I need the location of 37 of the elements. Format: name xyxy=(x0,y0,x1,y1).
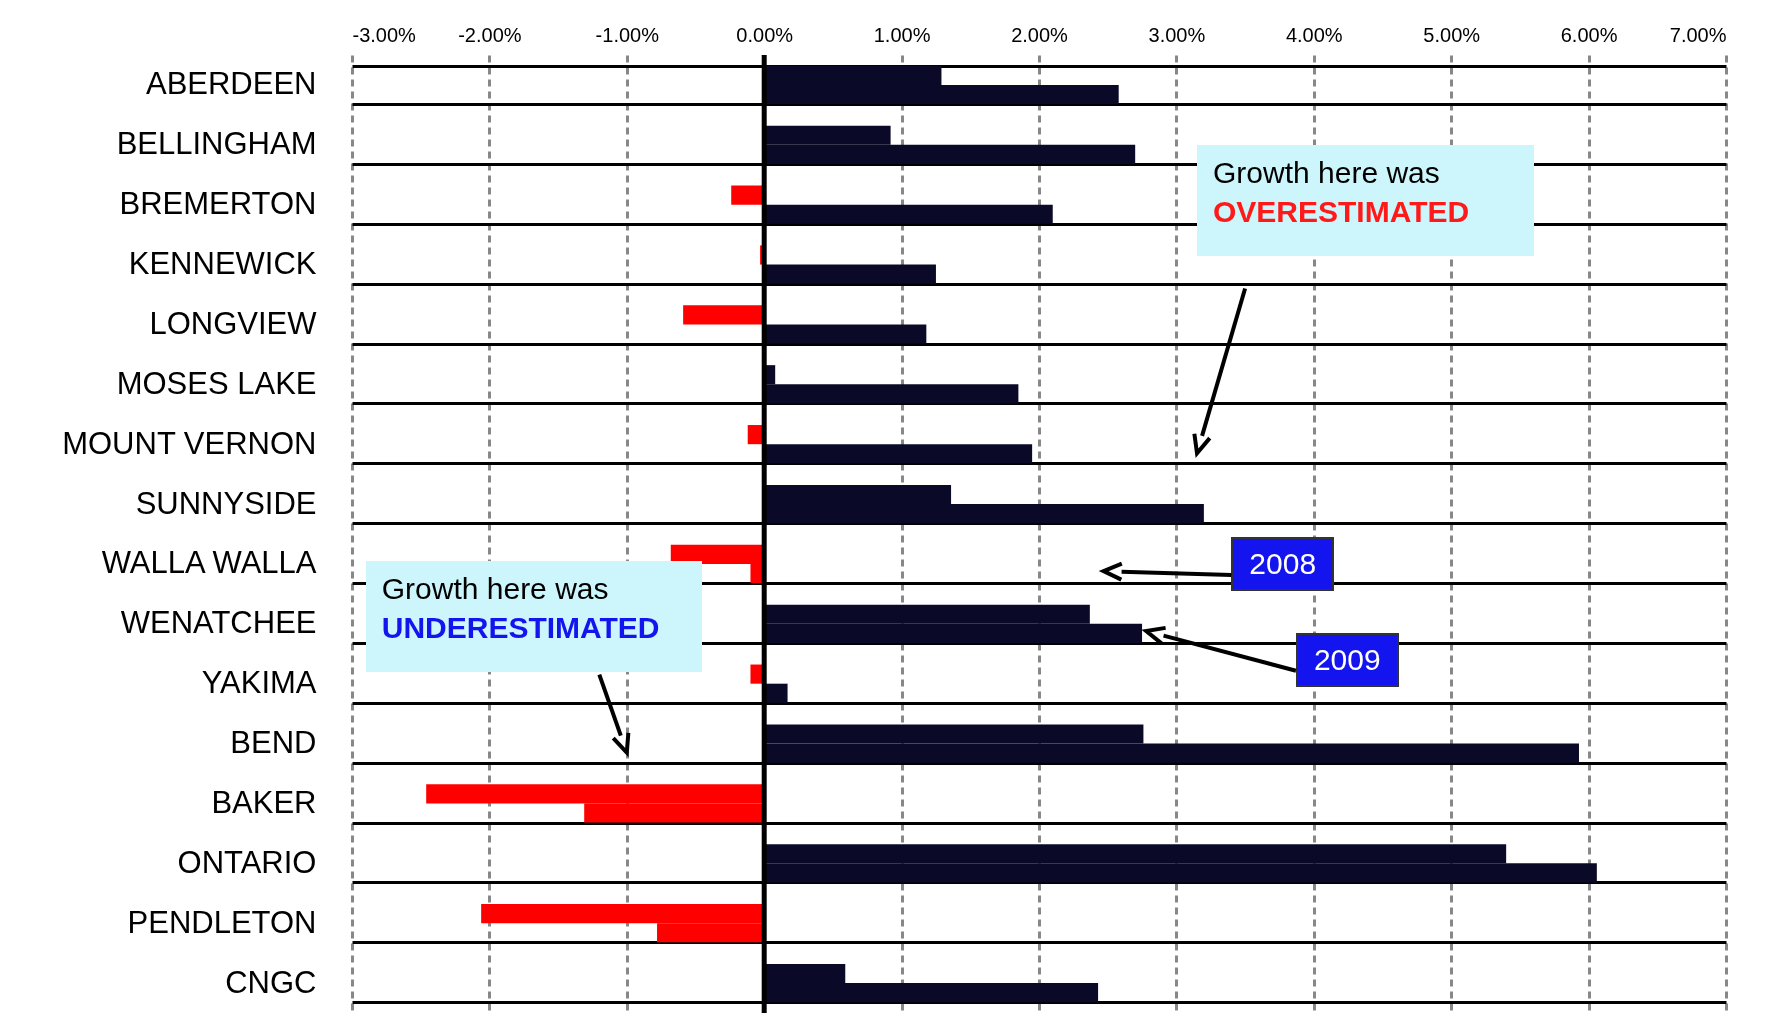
x-tick-label: -1.00% xyxy=(595,23,660,46)
bar xyxy=(764,324,927,344)
y-tick-label: MOUNT VERNON xyxy=(62,425,317,461)
bar xyxy=(731,185,765,205)
x-tick-label: 1.00% xyxy=(873,23,931,46)
y-tick-label: YAKIMA xyxy=(201,665,317,701)
y-tick-label: PENDLETON xyxy=(127,904,317,940)
text: 2008 xyxy=(1231,536,1335,591)
x-tick-label: -2.00% xyxy=(458,23,522,46)
y-tick-label: KENNEWICK xyxy=(128,246,317,282)
y-tick-label: BEND xyxy=(230,725,317,761)
y-tick-label: CNGC xyxy=(225,964,317,1000)
annotation: Growth here was UNDERESTIMATED xyxy=(381,570,661,646)
y-tick-label: BAKER xyxy=(211,784,317,820)
text: 2009 xyxy=(1295,632,1399,687)
bar xyxy=(764,444,1033,464)
y-tick-label: BREMERTON xyxy=(119,186,317,222)
y-tick-label: LONGVIEW xyxy=(149,305,318,341)
x-tick-label: 0.00% xyxy=(736,23,794,46)
x-tick-label: 2.00% xyxy=(1011,23,1069,46)
x-tick-label: 7.00% xyxy=(1669,23,1727,46)
y-tick-label: WALLA WALLA xyxy=(101,545,317,581)
x-tick-label: 6.00% xyxy=(1560,23,1618,46)
x-tick-label: 5.00% xyxy=(1423,23,1481,46)
x-tick-label: -3.00% xyxy=(352,23,417,46)
bar xyxy=(764,204,1053,224)
y-tick-label: BELLINGHAM xyxy=(116,126,317,162)
y-tick-label: MOSES LAKE xyxy=(116,365,317,401)
y-tick-label: WENATCHEE xyxy=(120,605,317,641)
annotation: Growth here was OVERESTIMATED xyxy=(1213,154,1471,230)
bar xyxy=(683,305,765,325)
x-tick-label: 3.00% xyxy=(1148,23,1206,46)
y-tick-label: ONTARIO xyxy=(177,844,317,880)
x-tick-label: 4.00% xyxy=(1285,23,1343,46)
y-tick-label: SUNNYSIDE xyxy=(135,485,317,521)
bar xyxy=(764,264,936,284)
y-tick-label: ABERDEEN xyxy=(145,66,317,102)
